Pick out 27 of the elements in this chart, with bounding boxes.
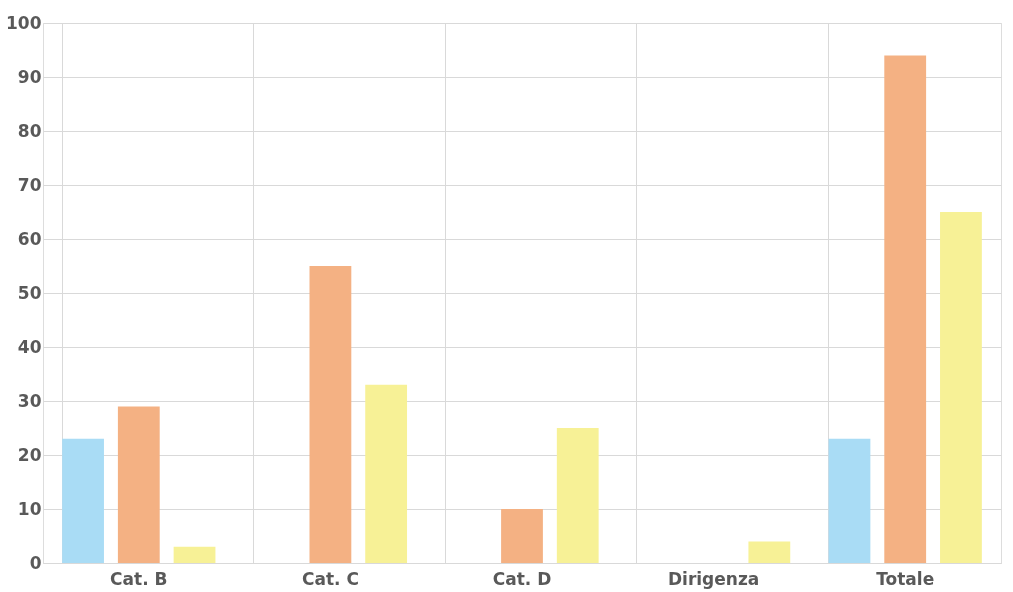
- x-tick-label: Cat. D: [492, 568, 552, 589]
- y-tick-label: 10: [17, 498, 42, 519]
- bar: [884, 55, 927, 563]
- bar: [365, 384, 408, 563]
- y-tick-label: 60: [17, 228, 42, 249]
- x-tick-label: Cat. C: [301, 568, 359, 589]
- y-tick-label: 50: [17, 282, 42, 303]
- bar: [62, 438, 104, 563]
- bar: [940, 212, 982, 563]
- bar: [556, 428, 599, 563]
- y-tick-label: 30: [17, 390, 42, 411]
- y-tick-label: 100: [6, 12, 42, 33]
- bar: [173, 546, 216, 563]
- bar: [828, 438, 871, 563]
- bar: [501, 509, 543, 563]
- y-tick-label: 0: [29, 552, 42, 573]
- x-tick-label: Dirigenza: [667, 568, 760, 589]
- bar: [309, 266, 352, 563]
- bar: [117, 406, 160, 563]
- x-tick-label: Cat. B: [110, 568, 168, 589]
- bar: [748, 541, 791, 563]
- y-tick-label: 80: [17, 120, 42, 141]
- y-tick-label: 90: [17, 66, 42, 87]
- x-tick-label: Totale: [876, 568, 935, 589]
- y-tick-label: 40: [17, 336, 42, 357]
- y-tick-label: 20: [17, 444, 42, 465]
- y-tick-label: 70: [17, 174, 42, 195]
